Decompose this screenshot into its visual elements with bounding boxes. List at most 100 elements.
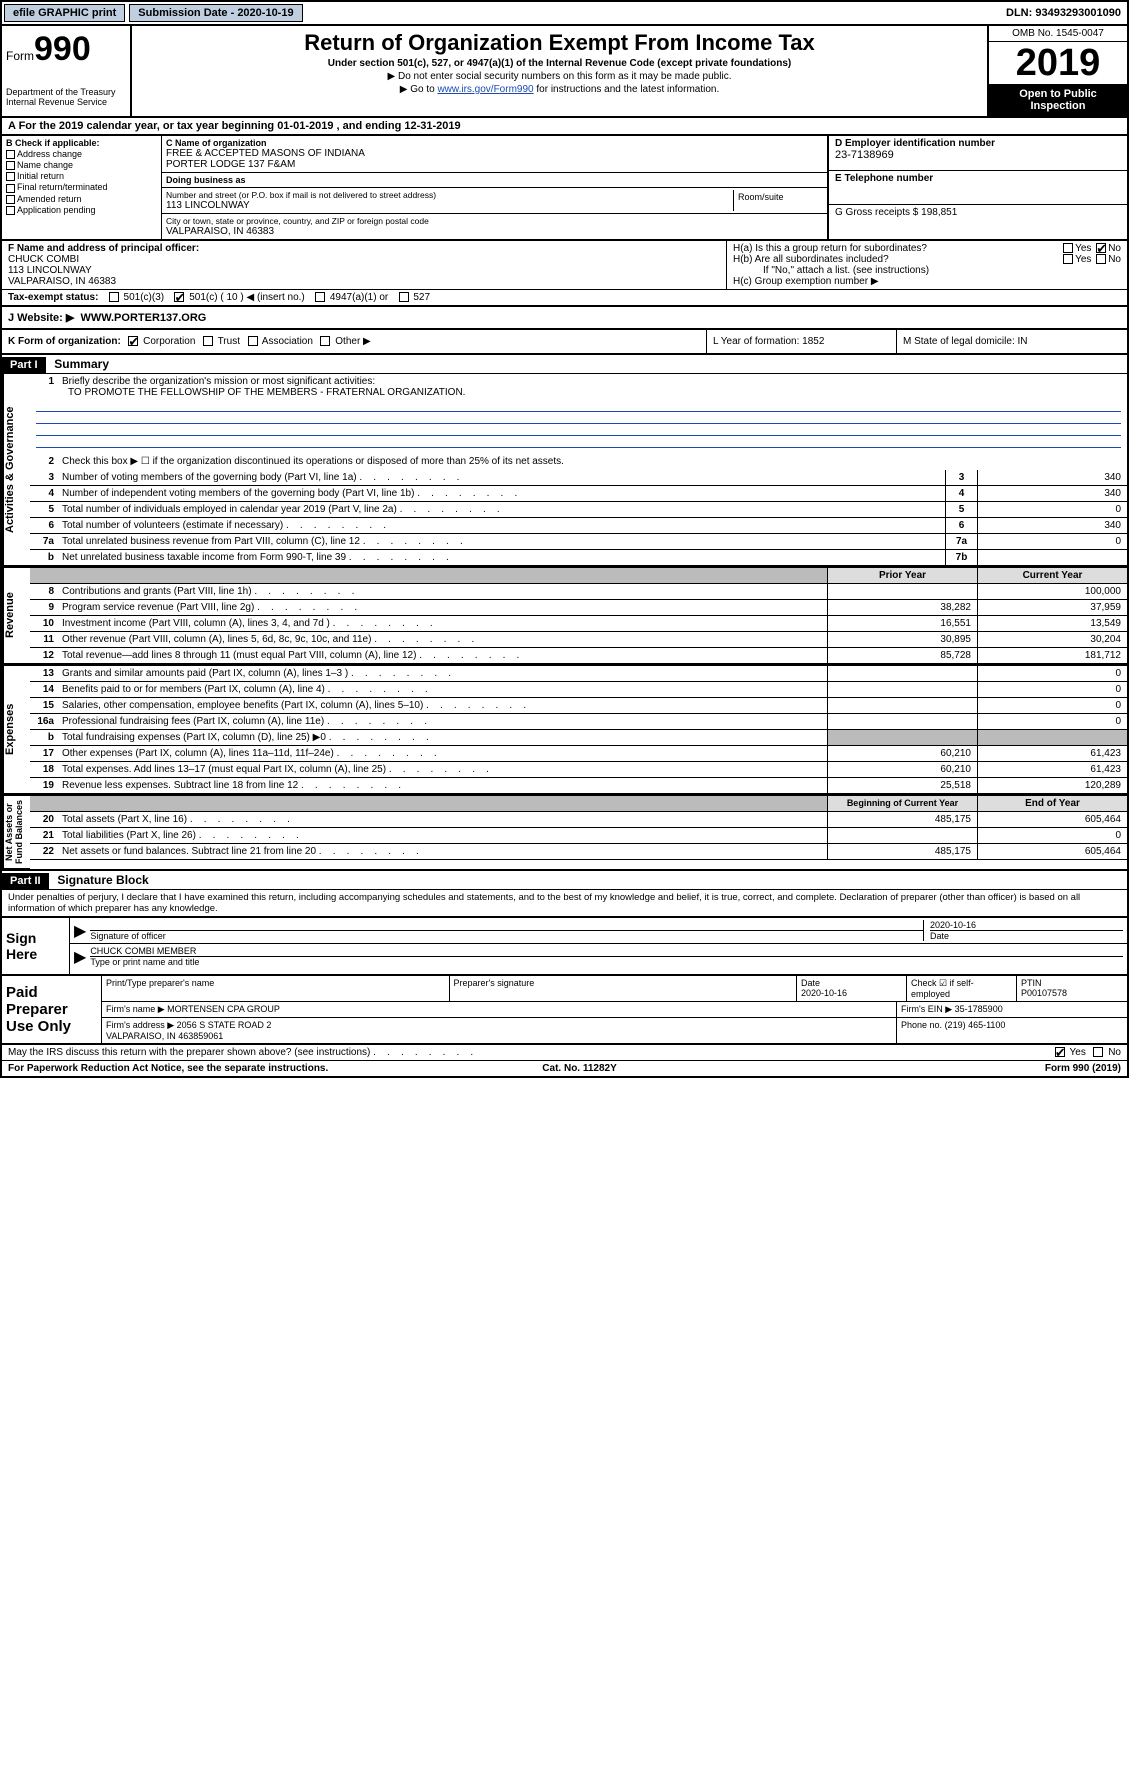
officer-name: CHUCK COMBI bbox=[8, 254, 720, 265]
sig-name-label: Type or print name and title bbox=[90, 956, 1123, 967]
line-text: Total number of volunteers (estimate if … bbox=[58, 518, 945, 533]
city-label: City or town, state or province, country… bbox=[166, 216, 429, 226]
submission-date-button[interactable]: Submission Date - 2020-10-19 bbox=[129, 4, 302, 22]
line-boxnum: 4 bbox=[945, 486, 977, 501]
prior-value bbox=[827, 698, 977, 713]
prior-value: 38,282 bbox=[827, 600, 977, 615]
sig-date-label: Date bbox=[930, 930, 1123, 941]
header-title-box: Return of Organization Exempt From Incom… bbox=[132, 26, 987, 116]
department-text: Department of the Treasury Internal Reve… bbox=[6, 87, 126, 107]
checkbox-ha-yes[interactable] bbox=[1063, 243, 1073, 253]
jurat-text: Under penalties of perjury, I declare th… bbox=[2, 890, 1127, 916]
dln-label: DLN: 93493293001090 bbox=[1000, 7, 1127, 19]
current-value: 120,289 bbox=[977, 778, 1127, 793]
phone-label: E Telephone number bbox=[835, 173, 1121, 184]
form-number: 990 bbox=[34, 30, 91, 68]
street-label: Number and street (or P.O. box if mail i… bbox=[166, 190, 733, 200]
checkbox-501c3[interactable] bbox=[109, 292, 119, 302]
current-value: 605,464 bbox=[977, 844, 1127, 859]
checkbox-527[interactable] bbox=[399, 292, 409, 302]
omb-number: OMB No. 1545-0047 bbox=[989, 26, 1127, 42]
checkbox-discuss-yes[interactable] bbox=[1055, 1047, 1065, 1057]
checkbox-discuss-no[interactable] bbox=[1093, 1047, 1103, 1057]
firm-phone-label: Phone no. bbox=[901, 1020, 942, 1030]
checkbox-ha-no[interactable] bbox=[1096, 243, 1106, 253]
prior-value bbox=[827, 828, 977, 843]
efile-button[interactable]: efile GRAPHIC print bbox=[4, 4, 125, 22]
label-no: No bbox=[1108, 1047, 1121, 1058]
checkbox-final-return[interactable] bbox=[6, 184, 15, 193]
prior-value: 25,518 bbox=[827, 778, 977, 793]
line-value bbox=[977, 550, 1127, 565]
prior-value: 485,175 bbox=[827, 812, 977, 827]
checkbox-hb-yes[interactable] bbox=[1063, 254, 1073, 264]
checkbox-501c[interactable] bbox=[174, 292, 184, 302]
checkbox-4947[interactable] bbox=[315, 292, 325, 302]
label-501c: 501(c) ( 10 ) ◀ (insert no.) bbox=[189, 292, 305, 303]
mission-underline bbox=[36, 424, 1121, 436]
website-label: J Website: ▶ bbox=[8, 312, 74, 324]
line-text: Salaries, other compensation, employee b… bbox=[58, 698, 827, 713]
k-label: K Form of organization: bbox=[8, 336, 121, 347]
return-subtitle: Under section 501(c), 527, or 4947(a)(1)… bbox=[138, 58, 981, 69]
current-value: 13,549 bbox=[977, 616, 1127, 631]
current-value: 605,464 bbox=[977, 812, 1127, 827]
checkbox-name-change[interactable] bbox=[6, 161, 15, 170]
checkbox-corporation[interactable] bbox=[128, 336, 138, 346]
sign-here-label: Sign Here bbox=[2, 918, 70, 974]
line-text: Total fundraising expenses (Part IX, col… bbox=[58, 730, 827, 745]
line2-text: Check this box ▶ ☐ if the organization d… bbox=[58, 454, 1127, 470]
label-corporation: Corporation bbox=[143, 336, 195, 347]
label-4947: 4947(a)(1) or bbox=[330, 292, 388, 303]
col-current-year: Current Year bbox=[977, 568, 1127, 583]
instructions-link[interactable]: www.irs.gov/Form990 bbox=[437, 84, 533, 95]
checkbox-application-pending[interactable] bbox=[6, 206, 15, 215]
prior-value bbox=[827, 730, 977, 745]
firm-ein-label: Firm's EIN ▶ bbox=[901, 1004, 952, 1014]
prior-value: 85,728 bbox=[827, 648, 977, 663]
org-name: FREE & ACCEPTED MASONS OF INDIANA PORTER… bbox=[166, 148, 823, 170]
label-527: 527 bbox=[413, 292, 430, 303]
h-c-label: H(c) Group exemption number ▶ bbox=[733, 276, 1121, 287]
prior-value: 16,551 bbox=[827, 616, 977, 631]
line-boxnum: 5 bbox=[945, 502, 977, 517]
preparer-date-header: Date bbox=[801, 978, 902, 988]
current-value: 30,204 bbox=[977, 632, 1127, 647]
firm-name: MORTENSEN CPA GROUP bbox=[167, 1004, 280, 1014]
line-text: Grants and similar amounts paid (Part IX… bbox=[58, 666, 827, 681]
h-a-label: H(a) Is this a group return for subordin… bbox=[733, 243, 927, 254]
line-text: Number of independent voting members of … bbox=[58, 486, 945, 501]
checkbox-trust[interactable] bbox=[203, 336, 213, 346]
section-b-header: B Check if applicable: bbox=[6, 138, 157, 148]
prior-value: 30,895 bbox=[827, 632, 977, 647]
goto-note: ▶ Go to www.irs.gov/Form990 for instruct… bbox=[138, 84, 981, 95]
part2-header: Part II bbox=[2, 873, 49, 889]
checkbox-amended[interactable] bbox=[6, 195, 15, 204]
signature-arrow-icon: ▶ bbox=[74, 947, 86, 967]
label-association: Association bbox=[262, 336, 313, 347]
line-value: 340 bbox=[977, 470, 1127, 485]
checkbox-other[interactable] bbox=[320, 336, 330, 346]
checkbox-initial-return[interactable] bbox=[6, 172, 15, 181]
prior-value bbox=[827, 666, 977, 681]
h-b-label: H(b) Are all subordinates included? bbox=[733, 254, 889, 265]
street-value: 113 LINCOLNWAY bbox=[166, 200, 733, 211]
checkbox-address-change[interactable] bbox=[6, 150, 15, 159]
line-text: Total unrelated business revenue from Pa… bbox=[58, 534, 945, 549]
line-text: Other expenses (Part IX, column (A), lin… bbox=[58, 746, 827, 761]
form-prefix: Form bbox=[6, 49, 34, 63]
current-value: 0 bbox=[977, 682, 1127, 697]
checkbox-hb-no[interactable] bbox=[1096, 254, 1106, 264]
line-text: Professional fundraising fees (Part IX, … bbox=[58, 714, 827, 729]
firm-name-label: Firm's name ▶ bbox=[106, 1004, 165, 1014]
label-amended: Amended return bbox=[17, 194, 82, 204]
firm-addr-label: Firm's address ▶ bbox=[106, 1020, 174, 1030]
line-value: 340 bbox=[977, 486, 1127, 501]
checkbox-association[interactable] bbox=[248, 336, 258, 346]
discuss-text: May the IRS discuss this return with the… bbox=[8, 1047, 473, 1058]
line-text: Net unrelated business taxable income fr… bbox=[58, 550, 945, 565]
year-formation: L Year of formation: 1852 bbox=[707, 330, 897, 353]
current-value: 61,423 bbox=[977, 746, 1127, 761]
current-value bbox=[977, 730, 1127, 745]
return-title: Return of Organization Exempt From Incom… bbox=[138, 30, 981, 56]
